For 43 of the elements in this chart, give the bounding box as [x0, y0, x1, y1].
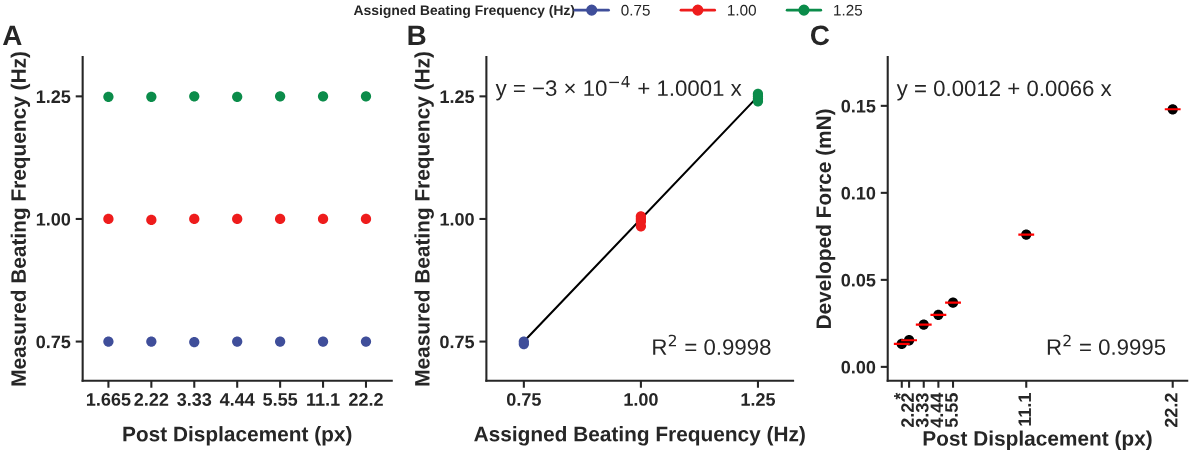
- x-tick-label: 4.44: [219, 393, 255, 406]
- x-tick-label: 3.33: [177, 393, 212, 406]
- x-tick-label: 11.1: [1018, 393, 1031, 426]
- x-axis-title: Post Displacement (px): [923, 430, 1152, 450]
- y-tick-label: 1.25: [36, 90, 71, 104]
- x-axis-title: Assigned Beating Frequency (Hz): [474, 426, 805, 446]
- x-tick-label: 1.25: [741, 393, 776, 406]
- y-tick-label: 1.00: [36, 212, 71, 226]
- x-tick-label: 0.75: [506, 393, 541, 406]
- y-tick-label: 0.15: [841, 99, 876, 113]
- annotation: y = 0.0012 + 0.0066 x: [896, 80, 1112, 101]
- y-axis-title: Measured Beating Frequency (Hz): [10, 52, 31, 386]
- x-tick-label: 2.22: [134, 393, 169, 406]
- x-tick-label: 22.2: [1164, 393, 1178, 428]
- x-tick-label: 4.44: [930, 392, 944, 428]
- chart-title: B: [408, 25, 426, 45]
- y-tick-label: 0.00: [841, 360, 876, 374]
- x-tick-label: 5.55: [263, 393, 298, 406]
- x-axis-title: Post Displacement (px): [123, 426, 352, 446]
- x-tick-label: 11.1: [307, 393, 340, 406]
- legend-title: Assigned Beating Frequency (Hz): [353, 4, 575, 18]
- annotation: R$^{2}$ = 0.9998: [653, 334, 771, 355]
- annotation: R$^{2}$ = 0.9995: [1047, 334, 1166, 355]
- x-tick-label: 5.55: [945, 393, 958, 428]
- y-axis-title: Measured Beating Frequency (Hz): [414, 52, 434, 386]
- y-tick-label: 1.00: [440, 212, 474, 226]
- legend-label: 1.00: [728, 4, 756, 16]
- y-tick-label: 0.05: [841, 273, 876, 287]
- y-tick-label: 0.10: [841, 186, 876, 200]
- annotation: y = −3 × 10$^{−4}$ + 1.0001 x: [495, 75, 742, 101]
- chart-title: A: [2, 25, 22, 45]
- y-tick-label: 0.75: [440, 335, 475, 349]
- x-tick-label: 22.2: [349, 393, 383, 406]
- x-tick-label: 1.00: [624, 393, 658, 406]
- y-tick-label: 1.25: [440, 90, 475, 104]
- y-tick-label: 0.75: [36, 335, 71, 349]
- y-axis-title: Developed Force (mN): [815, 109, 836, 329]
- x-tick-label: *: [894, 392, 901, 400]
- chart-title: C: [810, 25, 830, 46]
- x-tick-label: 3.33: [915, 393, 929, 428]
- x-tick-label: 1.665: [86, 393, 131, 406]
- legend-label: 0.75: [621, 4, 650, 16]
- x-tick-label: 2.22: [901, 393, 914, 428]
